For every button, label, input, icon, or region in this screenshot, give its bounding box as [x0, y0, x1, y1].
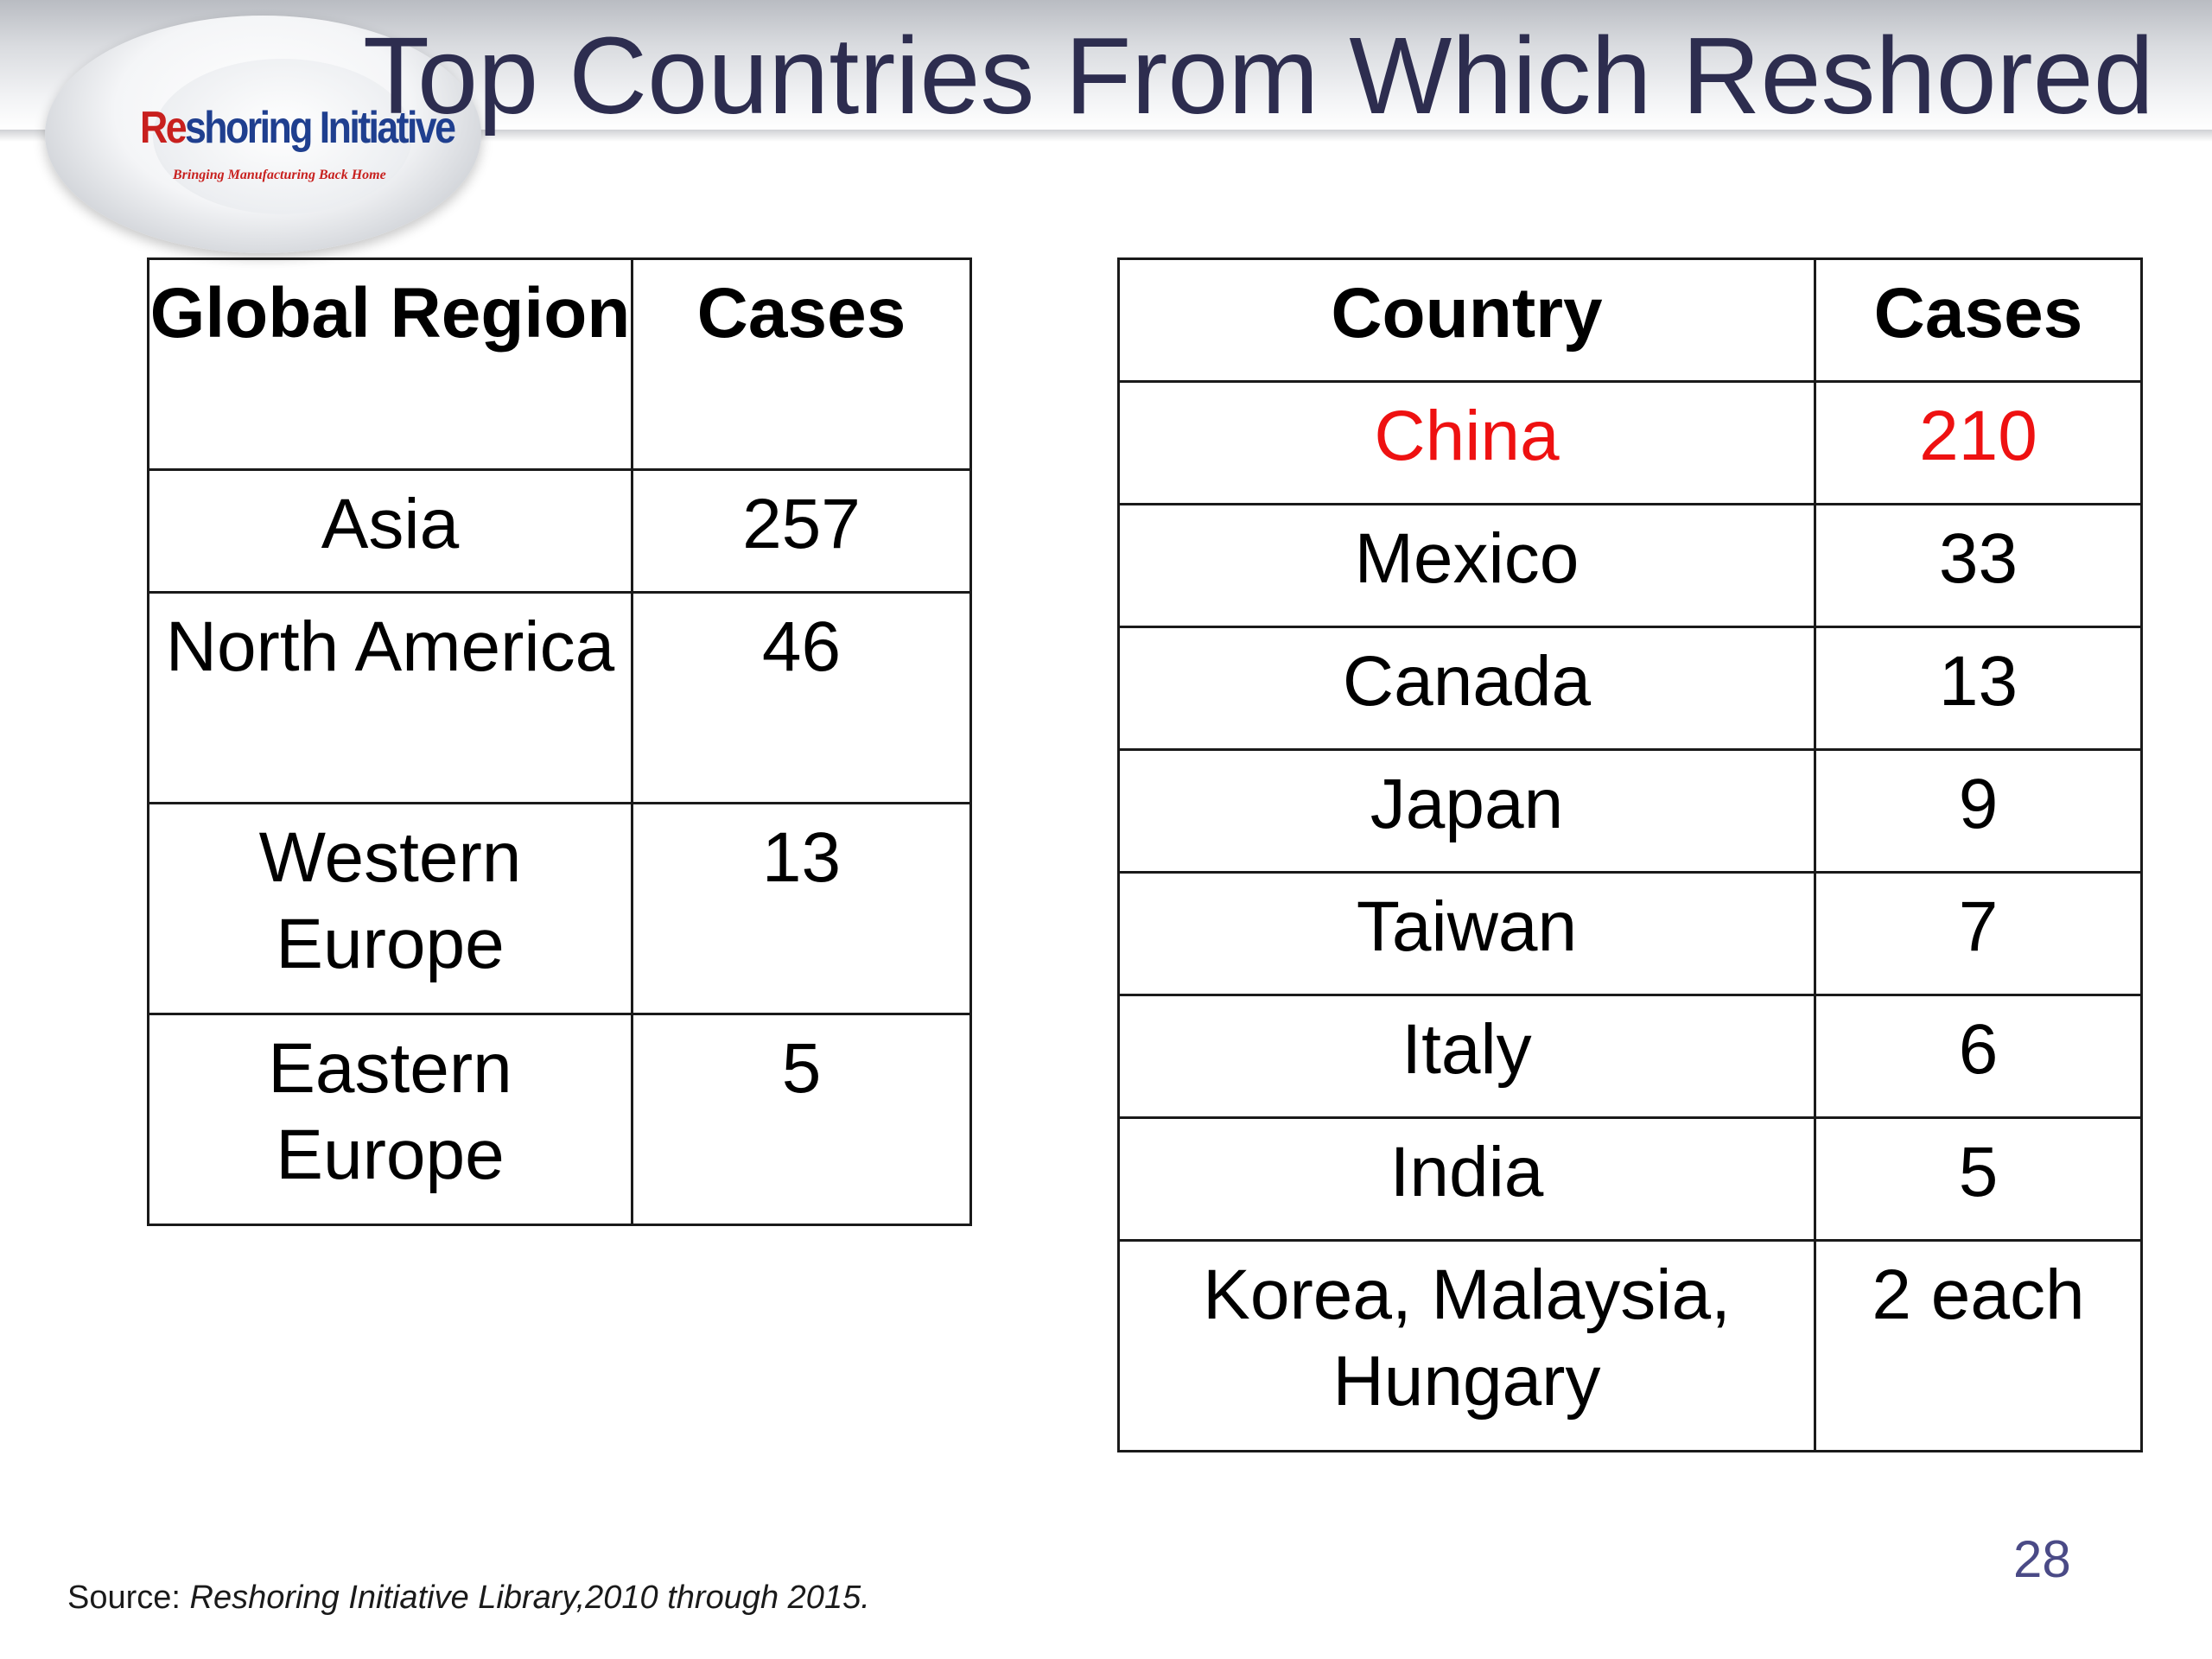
cases-cell: 9: [1814, 748, 2143, 874]
source-label: Source:: [67, 1580, 190, 1616]
table-row: Canada 13: [1117, 626, 2143, 751]
country-cell: Italy: [1117, 994, 1816, 1119]
source-note: Source: Reshoring Initiative Library,201…: [67, 1580, 870, 1617]
region-cell: Eastern Europe: [147, 1013, 633, 1226]
table-row-highlight: China 210: [1117, 380, 2143, 505]
logo-name-rest: shoring Initiative: [185, 103, 456, 153]
logo-usa-emblem: [153, 59, 412, 214]
cases-cell: 257: [631, 468, 972, 594]
cases-cell: 210: [1814, 380, 2143, 505]
region-header-region: Global Region: [147, 257, 633, 471]
table-row: India 5: [1117, 1116, 2143, 1242]
cases-cell: 5: [1814, 1116, 2143, 1242]
table-row: Taiwan 7: [1117, 871, 2143, 996]
country-header-country: Country: [1117, 257, 1816, 383]
region-cell: North America: [147, 591, 633, 804]
logo-tagline: Bringing Manufacturing Back Home: [173, 168, 386, 182]
country-cell: China: [1117, 380, 1816, 505]
cases-cell: 33: [1814, 503, 2143, 628]
slide-title: Top Countries From Which Reshored: [363, 15, 2154, 137]
region-table-header: Global Region Cases: [147, 257, 972, 471]
country-table-header: Country Cases: [1117, 257, 2143, 383]
table-row: Eastern Europe 5: [147, 1013, 972, 1226]
cases-cell: 6: [1814, 994, 2143, 1119]
page-number: 28: [2013, 1530, 2071, 1588]
country-cell: Mexico: [1117, 503, 1816, 628]
table-row: North America 46: [147, 591, 972, 804]
cases-cell: 46: [631, 591, 972, 804]
region-cell: Asia: [147, 468, 633, 594]
logo-name: Reshoring Initiative: [140, 102, 456, 154]
cases-cell: 13: [1814, 626, 2143, 751]
country-cell: Japan: [1117, 748, 1816, 874]
country-header-cases: Cases: [1814, 257, 2143, 383]
cases-cell: 13: [631, 802, 972, 1015]
region-table: Global Region Cases Asia 257 North Ameri…: [147, 257, 972, 1226]
country-cell: India: [1117, 1116, 1816, 1242]
region-cell: Western Europe: [147, 802, 633, 1015]
table-row: Italy 6: [1117, 994, 2143, 1119]
table-row: Asia 257: [147, 468, 972, 594]
cases-cell: 2 each: [1814, 1239, 2143, 1452]
table-row: Korea, Malaysia, Hungary 2 each: [1117, 1239, 2143, 1452]
cases-cell: 5: [631, 1013, 972, 1226]
country-cell: Canada: [1117, 626, 1816, 751]
country-cell: Korea, Malaysia, Hungary: [1117, 1239, 1816, 1452]
region-header-cases: Cases: [631, 257, 972, 471]
reshoring-initiative-logo: Reshoring Initiative Bringing Manufactur…: [45, 16, 481, 253]
header-shadow: [0, 130, 2212, 142]
logo-name-re: Re: [140, 103, 188, 153]
country-cell: Taiwan: [1117, 871, 1816, 996]
source-text: Reshoring Initiative Library,2010 throug…: [189, 1580, 870, 1616]
country-table: Country Cases China 210 Mexico 33 Canada…: [1117, 257, 2143, 1452]
table-row: Western Europe 13: [147, 802, 972, 1015]
cases-cell: 7: [1814, 871, 2143, 996]
table-row: Mexico 33: [1117, 503, 2143, 628]
table-row: Japan 9: [1117, 748, 2143, 874]
